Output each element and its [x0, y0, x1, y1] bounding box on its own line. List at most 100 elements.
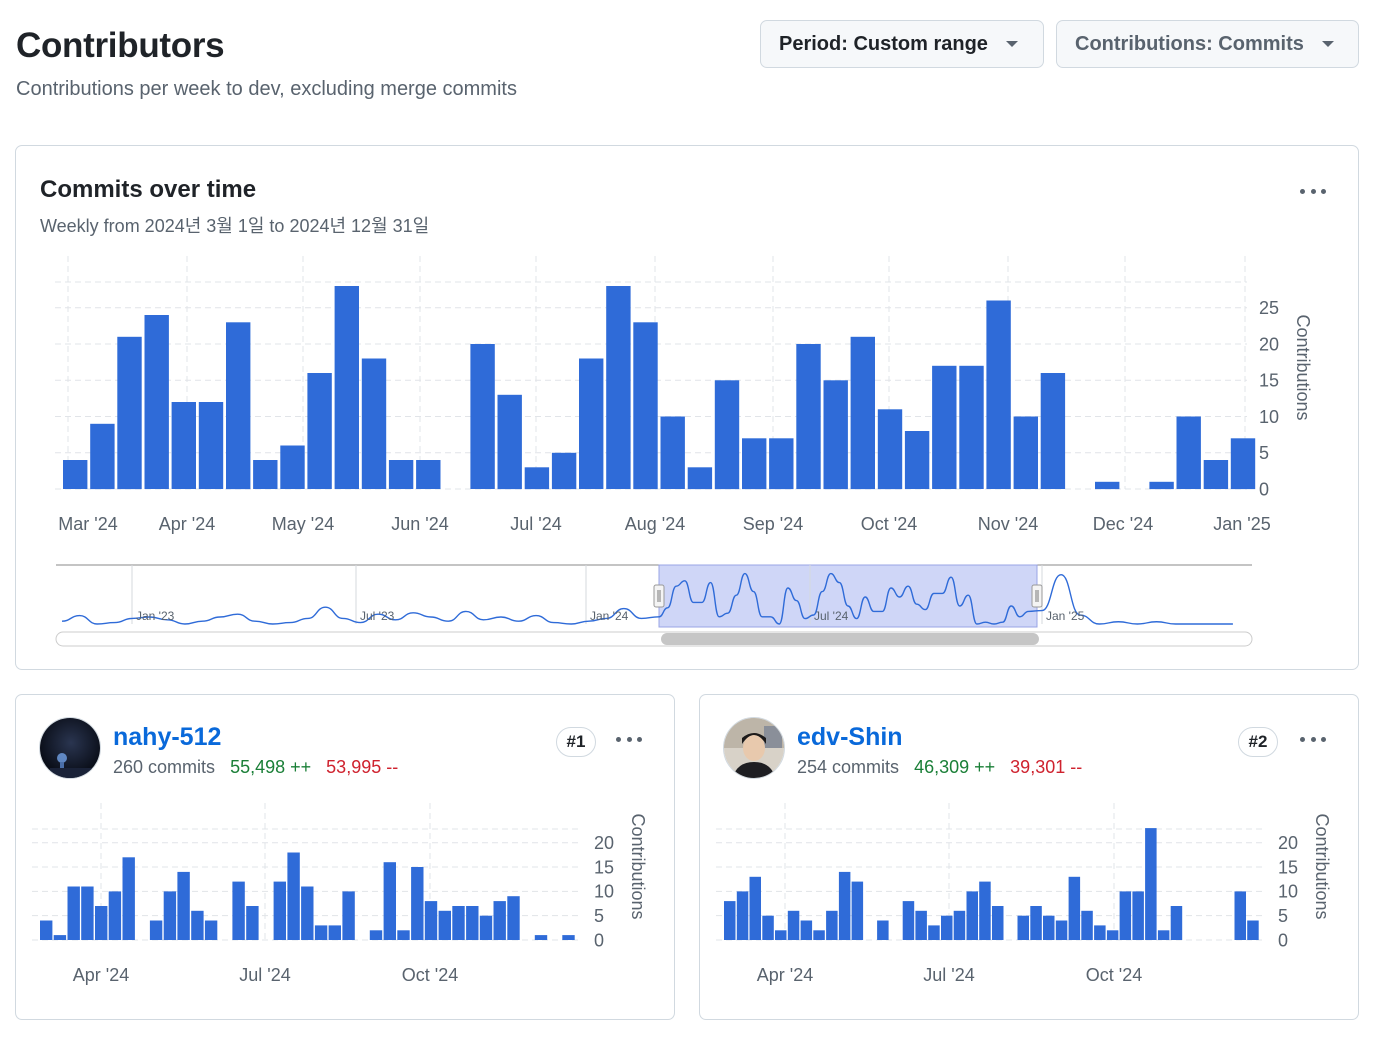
bar	[966, 891, 978, 940]
period-dropdown-button[interactable]: Period: Custom range	[760, 20, 1044, 68]
x-tick-label: Oct '24	[402, 965, 458, 985]
y-tick-label: 0	[1278, 930, 1288, 950]
bar	[479, 915, 493, 940]
navigator-label: Jan '23	[136, 609, 175, 623]
bar	[1030, 906, 1042, 940]
y-tick-label: 5	[594, 906, 604, 926]
bar	[877, 409, 903, 490]
bar	[979, 881, 991, 940]
contributor-name-link[interactable]: edv-Shin	[797, 723, 903, 751]
bar	[851, 881, 864, 940]
y-tick-label: 20	[1278, 833, 1298, 853]
bar	[328, 925, 341, 940]
bar	[117, 336, 142, 490]
bar	[826, 910, 838, 940]
navigator-left-handle[interactable]	[653, 584, 665, 608]
navigator-right-handle[interactable]	[1031, 584, 1043, 608]
bar	[749, 876, 761, 940]
x-tick-label: Dec '24	[1093, 514, 1153, 534]
bar	[507, 896, 520, 940]
bar	[534, 935, 548, 940]
bar	[1203, 460, 1229, 489]
bar	[53, 935, 67, 940]
y-axis-title: Contributions	[628, 813, 648, 919]
bar	[1094, 925, 1106, 940]
bar	[246, 906, 259, 940]
range-navigator[interactable]: Jan '23 Jul '23 Jan '24 Jul '24 Jan '25	[16, 558, 1358, 648]
bar	[714, 380, 740, 490]
card-subtitle: Weekly from 2024년 3월 1일 to 2024년 12월 31일	[40, 216, 430, 236]
bar	[877, 920, 889, 940]
bar	[144, 315, 169, 489]
contributor-stats: 254 commits 46,309 ++ 39,301 --	[797, 757, 1082, 778]
bar	[1230, 438, 1256, 490]
bar	[81, 886, 94, 940]
x-tick-label: Apr '24	[159, 514, 215, 534]
contributions-dropdown-label: Contributions: Commits	[1075, 32, 1304, 55]
rank-badge: #1	[556, 727, 596, 757]
navigator-scrollbar-thumb[interactable]	[661, 633, 1039, 645]
x-tick-label: Apr '24	[757, 965, 813, 985]
bar	[177, 871, 190, 940]
bar	[986, 300, 1011, 489]
bar	[1149, 481, 1174, 490]
y-tick-label: 20	[594, 833, 614, 853]
contributor-name-link[interactable]: nahy-512	[113, 723, 222, 751]
page-title: Contributors	[16, 26, 225, 65]
contributions-dropdown-button[interactable]: Contributions: Commits	[1056, 20, 1359, 68]
x-tick-label: Oct '24	[861, 514, 917, 534]
deletions-count: 39,301 --	[1010, 757, 1083, 777]
bar	[1017, 915, 1029, 940]
bar	[108, 891, 122, 940]
bar	[941, 915, 953, 940]
bar	[149, 920, 163, 940]
x-tick-label: Jan '25	[1213, 514, 1270, 534]
y-tick-label: 0	[594, 930, 604, 950]
y-tick-label: 15	[1278, 857, 1298, 877]
bar	[1068, 876, 1081, 940]
bar	[1081, 910, 1093, 940]
kebab-horizontal-icon[interactable]	[1296, 729, 1330, 749]
avatar[interactable]	[39, 717, 101, 779]
bar	[191, 910, 204, 940]
bar	[438, 910, 451, 940]
bar	[742, 438, 767, 490]
bar	[902, 901, 915, 940]
kebab-horizontal-icon[interactable]	[1296, 181, 1330, 201]
bar	[253, 460, 278, 489]
bar	[953, 910, 966, 940]
card-title: Commits over time	[40, 176, 257, 203]
bar	[1145, 828, 1157, 940]
avatar[interactable]	[723, 717, 785, 779]
y-tick-label: 25	[1259, 298, 1279, 318]
bar	[800, 920, 813, 940]
navigator-label: Jul '24	[814, 609, 849, 623]
bar	[232, 881, 245, 940]
kebab-horizontal-icon[interactable]	[612, 729, 646, 749]
triangle-down-icon	[1321, 41, 1334, 47]
bar	[416, 460, 441, 489]
bar	[606, 286, 631, 489]
bar	[497, 394, 522, 490]
bar	[280, 445, 305, 489]
bar	[163, 891, 177, 940]
x-tick-label: Jul '24	[923, 965, 974, 985]
commit-count: 260 commits	[113, 757, 216, 777]
bar	[383, 862, 396, 940]
bar	[63, 460, 88, 489]
bar	[992, 906, 1004, 940]
bar	[424, 901, 438, 940]
bar	[1132, 891, 1144, 940]
y-tick-label: 5	[1278, 906, 1288, 926]
bar	[226, 322, 251, 490]
x-tick-label: Jun '24	[391, 514, 448, 534]
bar	[915, 910, 927, 940]
bar	[850, 336, 875, 490]
contributor-card: nahy-512 260 commits 55,498 ++ 53,995 --…	[15, 694, 675, 1020]
x-tick-label: Jul '24	[510, 514, 561, 534]
bar	[904, 431, 930, 489]
y-tick-label: 10	[594, 882, 614, 902]
bar	[361, 358, 387, 489]
bar	[388, 460, 414, 489]
navigator-scrollbar-track[interactable]	[55, 631, 1253, 647]
